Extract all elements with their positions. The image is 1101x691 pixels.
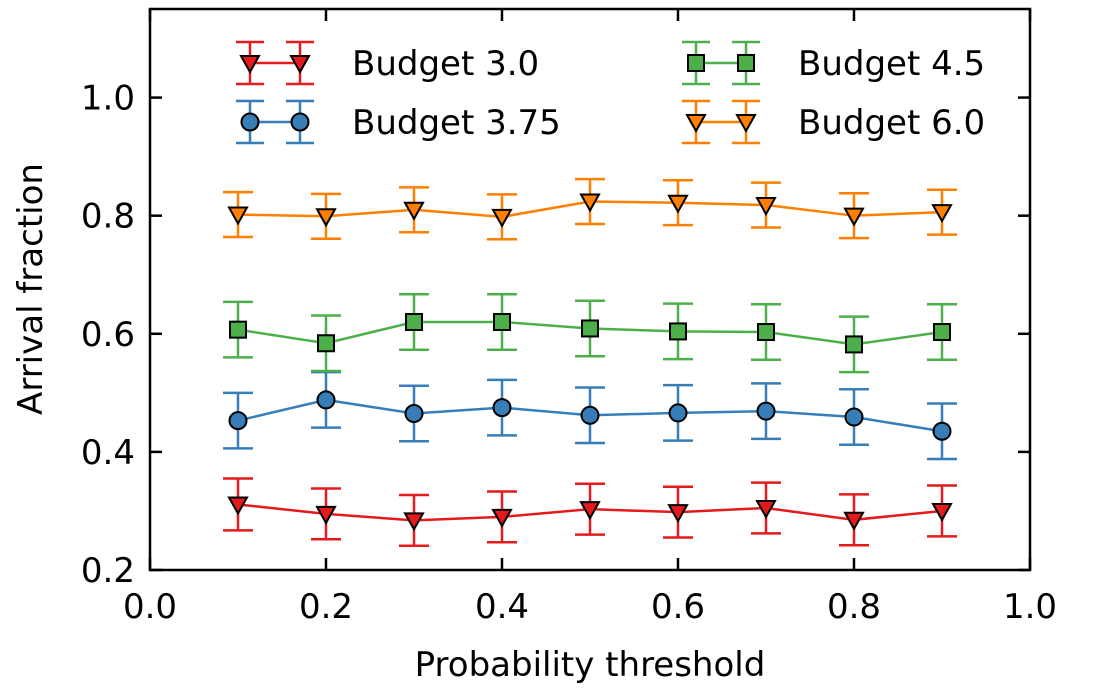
data-point — [845, 335, 863, 354]
axis-ticks: 0.0 0.2 0.4 0.6 0.8 1.00.20.40.60.81.0 — [81, 9, 1057, 627]
data-point — [315, 208, 337, 228]
data-point — [229, 320, 247, 339]
data-point — [403, 512, 425, 532]
data-point — [492, 398, 512, 418]
data-point — [404, 404, 424, 424]
x-tick-label: 0.2 — [299, 587, 353, 627]
data-point — [579, 501, 601, 521]
y-axis-label: Arrival fraction — [11, 163, 51, 415]
data-point — [493, 312, 511, 331]
legend-label: Budget 4.5 — [798, 44, 985, 84]
legend-item-3: Budget 4.5 — [682, 40, 985, 86]
x-tick-label: 0.4 — [475, 587, 529, 627]
data-point — [579, 193, 601, 213]
data-point — [227, 496, 249, 516]
data-point — [756, 401, 776, 421]
data-point — [755, 197, 777, 217]
legend-marker — [239, 55, 261, 75]
legend-label: Budget 3.0 — [352, 44, 539, 84]
data-point — [668, 403, 688, 423]
y-tick-label: 0.6 — [81, 315, 135, 355]
legend-item-2: Budget 3.75 — [236, 99, 561, 145]
data-point — [931, 502, 953, 522]
data-point — [580, 405, 600, 425]
data-point — [669, 322, 687, 341]
plot-frame — [148, 7, 1032, 572]
legend-label: Budget 3.75 — [352, 103, 561, 143]
series-layer — [223, 177, 957, 548]
y-tick-label: 0.2 — [81, 551, 135, 591]
y-tick-label: 0.8 — [81, 197, 135, 237]
data-point — [667, 504, 689, 524]
x-tick-label: 0.0 — [123, 587, 177, 627]
data-point — [405, 312, 423, 331]
data-point — [581, 319, 599, 338]
y-tick-label: 0.4 — [81, 433, 135, 473]
x-tick-label: 0.8 — [827, 587, 881, 627]
legend-label: Budget 6.0 — [798, 103, 985, 143]
series-1 — [223, 477, 957, 548]
data-point — [316, 390, 336, 410]
x-tick-label: 1.0 — [1003, 587, 1057, 627]
data-point — [228, 411, 248, 431]
legend: Budget 3.0 Budget 3.75 Budget 4.5 Budget 6.… — [236, 40, 985, 145]
series-4 — [223, 177, 957, 241]
data-point — [843, 511, 865, 531]
legend-marker — [240, 112, 260, 132]
data-point — [931, 204, 953, 224]
legend-item-1: Budget 3.0 — [236, 40, 539, 86]
x-tick-label: 0.6 — [651, 587, 705, 627]
data-point — [227, 206, 249, 226]
legend-marker — [289, 55, 311, 75]
x-axis-label: Probability threshold — [415, 645, 766, 685]
data-point — [843, 207, 865, 227]
legend-marker — [290, 112, 310, 132]
series-2 — [223, 370, 957, 461]
data-point — [317, 334, 335, 353]
data-point — [932, 421, 952, 441]
data-point — [755, 499, 777, 520]
data-point — [844, 407, 864, 427]
legend-marker — [687, 54, 705, 72]
legend-marker — [685, 114, 707, 134]
data-point — [933, 323, 951, 342]
legend-marker — [735, 114, 757, 134]
data-point — [757, 323, 775, 342]
series-3 — [223, 292, 957, 374]
legend-item-4: Budget 6.0 — [682, 99, 985, 145]
data-point — [491, 508, 513, 528]
data-point — [315, 505, 337, 525]
data-point — [491, 208, 513, 228]
y-tick-label: 1.0 — [81, 79, 135, 119]
data-point — [667, 194, 689, 214]
legend-marker — [737, 54, 755, 72]
data-point — [403, 201, 425, 221]
